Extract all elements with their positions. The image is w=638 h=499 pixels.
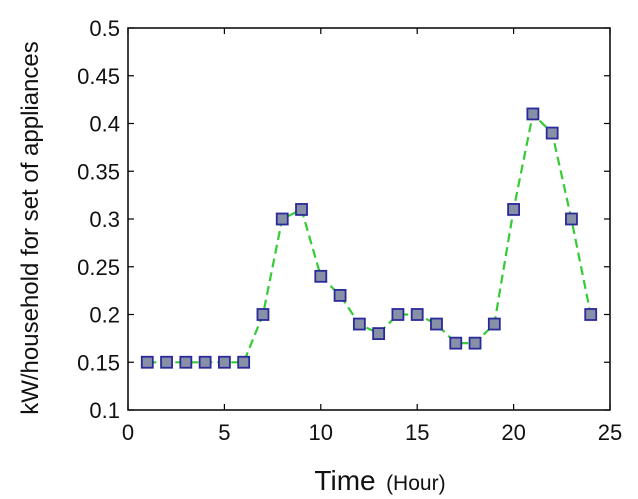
data-point-marker — [295, 203, 308, 216]
x-tick-label: 5 — [218, 420, 230, 445]
data-point-marker — [140, 355, 154, 369]
data-point-marker — [179, 355, 193, 369]
x-axis-label-main: Time — [314, 465, 375, 496]
data-point-marker — [237, 355, 251, 369]
x-axis-label: Time (Hour) — [314, 465, 445, 496]
plot-area — [127, 27, 611, 411]
y-tick-label: 0.2 — [89, 303, 120, 328]
data-point-marker — [372, 327, 386, 341]
data-point-marker — [217, 355, 231, 369]
series-markers — [140, 107, 598, 369]
y-tick-label: 0.3 — [89, 207, 120, 232]
data-point-marker — [256, 308, 270, 321]
y-tick-label: 0.35 — [77, 159, 120, 184]
data-point-marker — [314, 269, 328, 283]
y-tick-label: 0.4 — [89, 112, 120, 137]
y-axis-label: kW/household for set of appliances — [17, 41, 44, 415]
data-point-marker — [430, 317, 443, 331]
x-axis-label-unit: (Hour) — [386, 472, 446, 495]
tick-labels: 0 5 10 15 20 25 0.1 0.15 0.2 0.25 0.3 0.35 0.4 0.45 0.… — [77, 16, 622, 445]
data-point-marker — [275, 212, 289, 226]
data-point-marker — [468, 336, 482, 350]
x-tick-label: 20 — [501, 420, 525, 445]
data-point-marker — [410, 308, 424, 321]
data-point-marker — [565, 212, 578, 226]
x-tick-label: 0 — [122, 420, 134, 445]
data-point-marker — [352, 317, 366, 331]
data-point-marker — [449, 336, 463, 350]
data-point-marker — [391, 308, 405, 321]
x-tick-label: 15 — [405, 420, 429, 445]
axis-ticks — [127, 27, 611, 411]
data-point-marker — [487, 317, 501, 331]
data-point-marker — [333, 288, 347, 302]
y-tick-label: 0.25 — [77, 255, 120, 280]
data-point-marker — [198, 355, 212, 369]
y-tick-label: 0.15 — [77, 350, 120, 375]
x-tick-label: 25 — [598, 420, 622, 445]
y-tick-label: 0.45 — [77, 64, 120, 89]
y-tick-label: 0.5 — [89, 16, 120, 41]
x-tick-label: 10 — [309, 420, 333, 445]
data-point-marker — [160, 355, 173, 369]
data-point-marker — [584, 308, 598, 321]
data-point-marker — [507, 203, 521, 216]
data-point-marker — [526, 107, 540, 121]
data-point-marker — [545, 126, 559, 140]
y-tick-label: 0.1 — [89, 398, 120, 423]
